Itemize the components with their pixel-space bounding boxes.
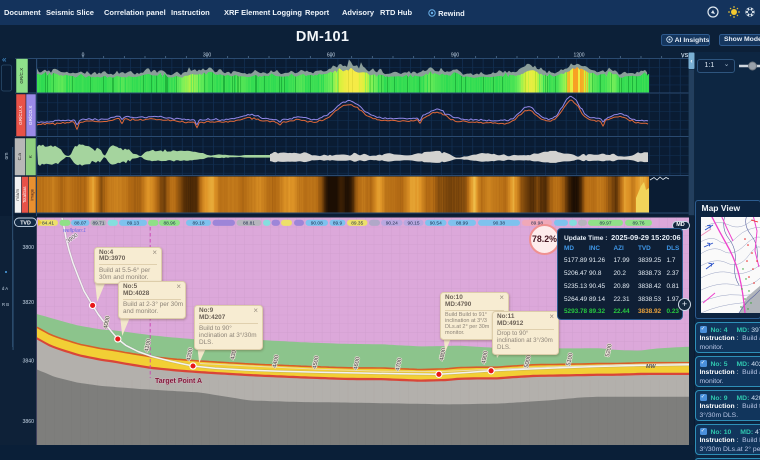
svg-text:89.98: 89.98 xyxy=(531,221,543,227)
svg-text:4900: 4900 xyxy=(481,351,490,365)
svg-text:4600: 4600 xyxy=(353,357,362,371)
svg-text:wellplan:1: wellplan:1 xyxy=(63,228,86,234)
svg-text:4300: 4300 xyxy=(230,347,239,361)
svg-text:4200: 4200 xyxy=(186,348,195,362)
svg-text:R B: R B xyxy=(2,302,9,307)
svg-text:89.13: 89.13 xyxy=(127,221,139,227)
svg-text:TVD: TVD xyxy=(20,220,31,226)
svg-text:89.18: 89.18 xyxy=(192,221,204,227)
svg-text:K: K xyxy=(28,154,33,158)
svg-text:88.81: 88.81 xyxy=(243,221,255,227)
svg-text:image: image xyxy=(29,188,34,200)
svg-text:89.35: 89.35 xyxy=(351,221,363,227)
svg-text:300: 300 xyxy=(203,53,212,59)
svg-text:3840: 3840 xyxy=(22,359,34,365)
svg-text:MW: MW xyxy=(646,364,656,370)
svg-text:84.41: 84.41 xyxy=(42,221,54,227)
svg-text:4500: 4500 xyxy=(312,356,321,370)
svg-text:3820: 3820 xyxy=(22,300,34,306)
svg-text:88.07: 88.07 xyxy=(74,221,86,227)
svg-text:900: 900 xyxy=(451,53,460,59)
svg-text:4000: 4000 xyxy=(103,316,112,330)
svg-text:3860: 3860 xyxy=(22,419,34,425)
svg-text:Target Point A: Target Point A xyxy=(155,378,202,385)
svg-text:4700: 4700 xyxy=(395,358,404,372)
svg-text:3800: 3800 xyxy=(22,245,34,251)
svg-text:90.54: 90.54 xyxy=(430,221,442,227)
svg-text:88.99: 88.99 xyxy=(456,221,468,227)
svg-text:89.97: 89.97 xyxy=(599,221,611,227)
svg-text:1200: 1200 xyxy=(573,53,584,59)
svg-text:4400: 4400 xyxy=(272,355,281,369)
svg-text:m/a/m: m/a/m xyxy=(15,188,20,200)
svg-text:89.71: 89.71 xyxy=(92,221,104,227)
svg-text:«: « xyxy=(2,55,7,64)
svg-text:GR/CU.X: GR/CU.X xyxy=(18,106,23,125)
svg-text:C.a: C.a xyxy=(17,153,22,161)
svg-text:89.9: 89.9 xyxy=(333,221,343,227)
svg-text:GR/CO.X: GR/CO.X xyxy=(28,106,33,125)
svg-text:4800: 4800 xyxy=(439,348,448,362)
svg-text:d A: d A xyxy=(2,286,8,291)
svg-text:0: 0 xyxy=(82,53,85,59)
svg-text:89.76: 89.76 xyxy=(632,221,644,227)
svg-text:TotalGas: TotalGas xyxy=(22,186,27,203)
svg-text:88.96: 88.96 xyxy=(163,221,175,227)
svg-text:om: om xyxy=(4,153,10,160)
svg-text:5000: 5000 xyxy=(524,355,533,369)
svg-text:90.08: 90.08 xyxy=(311,221,323,227)
svg-text:4100: 4100 xyxy=(144,339,153,353)
svg-text:VS: VS xyxy=(681,53,689,59)
svg-text:‹: ‹ xyxy=(690,58,692,65)
svg-text:90.15: 90.15 xyxy=(407,221,419,227)
svg-text:GR/C.X: GR/C.X xyxy=(19,68,24,84)
svg-text:90.38: 90.38 xyxy=(493,221,505,227)
svg-text:5200: 5200 xyxy=(605,344,614,358)
svg-text:90.24: 90.24 xyxy=(386,221,398,227)
svg-text:600: 600 xyxy=(327,53,336,59)
svg-text:5100: 5100 xyxy=(566,353,575,367)
